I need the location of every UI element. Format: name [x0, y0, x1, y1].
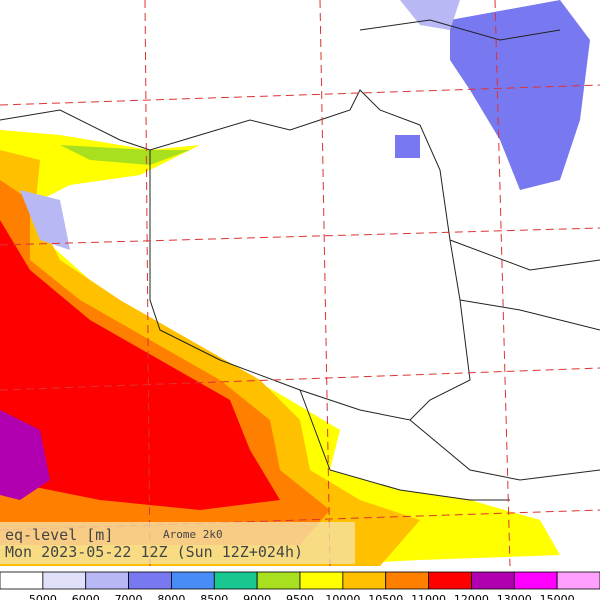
legend-label: 5000	[29, 593, 57, 600]
legend-label: 9000	[243, 593, 271, 600]
legend-swatch	[171, 571, 215, 590]
legend-swatch	[213, 571, 258, 590]
legend-swatch	[513, 571, 558, 590]
legend-swatch	[342, 571, 387, 590]
grid-lines	[0, 0, 600, 567]
legend-label: 12000	[454, 593, 489, 600]
legend: 5000 6000 7000 8000 8500 9000 9500 10000 10500 11…	[0, 571, 600, 600]
legend-label: 7000	[115, 593, 143, 600]
legend-label: 8500	[200, 593, 228, 600]
legend-label: 10000	[325, 593, 360, 600]
info-box	[0, 522, 355, 564]
legend-label: 10500	[368, 593, 403, 600]
legend-swatch	[0, 571, 44, 590]
map-title: eq-level [m]	[5, 526, 113, 544]
legend-label: 11000	[411, 593, 446, 600]
field	[0, 0, 590, 566]
legend-label: 13000	[497, 593, 532, 600]
legend-swatch	[471, 571, 515, 590]
legend-swatch	[256, 571, 301, 590]
legend-swatch	[42, 571, 87, 590]
legend-swatch	[556, 571, 600, 590]
borders	[0, 19, 600, 501]
legend-swatch	[85, 571, 129, 590]
valid-time: Mon 2023-05-22 12Z (Sun 12Z+024h)	[5, 543, 303, 561]
legend-swatch	[428, 571, 472, 590]
legend-label: 9500	[286, 593, 314, 600]
legend-swatch	[128, 571, 172, 590]
legend-label: 8000	[157, 593, 185, 600]
legend-swatch	[299, 571, 344, 590]
legend-label: 6000	[72, 593, 100, 600]
legend-swatch	[385, 571, 429, 590]
legend-label: 15000	[540, 593, 575, 600]
model-name: Arome 2k0	[163, 528, 223, 541]
